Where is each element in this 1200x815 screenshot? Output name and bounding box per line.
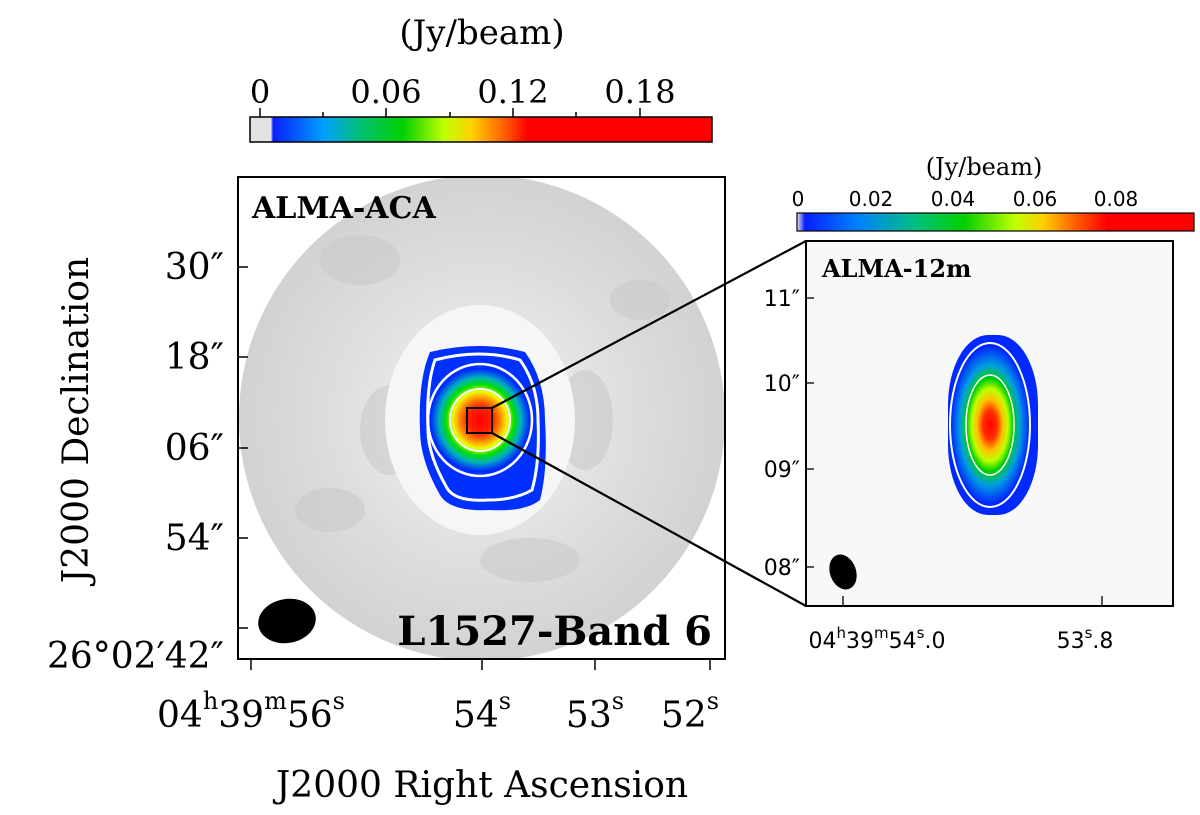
zoom-line-top xyxy=(491,240,807,409)
inset-panel-label: ALMA-12m xyxy=(821,254,971,283)
inset-dec-tick-0: 11″ xyxy=(764,287,800,312)
main-ylabel: J2000 Declination xyxy=(56,257,97,587)
main-ra-tick-labels: 04h39m56s 54s 53s 52s xyxy=(157,687,719,736)
inset-contour-outer xyxy=(949,342,1031,508)
inset-dec-tick-3: 08″ xyxy=(764,556,800,581)
dec-tick-2: 06″ xyxy=(165,428,224,469)
zoom-box xyxy=(466,407,493,434)
main-xlabel: J2000 Right Ascension xyxy=(272,765,688,806)
colorbar-tick-0: 0 xyxy=(250,73,270,111)
inset-colorbar-unit: (Jy/beam) xyxy=(926,153,1043,181)
beam-ellipse xyxy=(258,598,316,644)
inset-dec-tick-labels: 11″ 10″ 09″ 08″ xyxy=(764,287,800,581)
colorbar xyxy=(249,116,713,143)
inset-colorbar-tick-2: 0.04 xyxy=(931,187,976,211)
dec-tick-3: 54″ xyxy=(165,518,224,559)
inset-map xyxy=(806,241,1173,606)
colorbar-tick-3: 0.18 xyxy=(604,73,675,111)
dec-tick-1: 18″ xyxy=(165,337,224,378)
inset-axis-ticks xyxy=(806,297,1103,606)
contour-inner xyxy=(426,362,534,478)
inset-colorbar-tick-4: 0.08 xyxy=(1094,187,1139,211)
inset-beam-ellipse xyxy=(829,554,857,590)
main-axis-ticks xyxy=(238,266,711,670)
dec-tick-0: 30″ xyxy=(165,247,224,288)
main-dec-tick-labels: 30″ 18″ 06″ 54″ 26°02′42″ xyxy=(47,247,224,677)
ra-tick-2: 53s xyxy=(566,687,624,736)
colorbar-ticks xyxy=(259,108,641,117)
inset-colorbar-tick-labels: 0 0.02 0.04 0.06 0.08 xyxy=(792,187,1139,211)
inset-colorbar-tick-0: 0 xyxy=(792,187,805,211)
inset-colorbar-tick-1: 0.02 xyxy=(849,187,894,211)
inset-panel-frame xyxy=(805,240,1174,607)
colorbar-unit: (Jy/beam) xyxy=(399,13,564,53)
inset-ra-tick-0: 04h39m54s.0 xyxy=(809,624,946,654)
inset-colorbar xyxy=(796,212,1195,232)
main-panel-label: ALMA-ACA xyxy=(251,191,436,226)
ra-tick-1: 54s xyxy=(453,687,511,736)
colorbar-tick-labels: 0 0.06 0.12 0.18 xyxy=(250,73,676,111)
ra-tick-3: 52s xyxy=(661,687,719,736)
main-map xyxy=(238,177,725,659)
colorbar-tick-2: 0.12 xyxy=(477,73,548,111)
inset-contour-inner xyxy=(965,374,1015,476)
inset-colorbar-tick-3: 0.06 xyxy=(1013,187,1058,211)
inset-dec-tick-1: 10″ xyxy=(764,372,800,397)
main-panel-title: L1527-Band 6 xyxy=(397,608,712,655)
inset-ra-tick-1: 53s.8 xyxy=(1057,624,1114,654)
ra-tick-0: 04h39m56s xyxy=(157,687,345,736)
zoom-line-bottom xyxy=(491,432,807,607)
inset-ra-tick-labels: 04h39m54s.0 53s.8 xyxy=(809,624,1114,654)
colorbar-tick-1: 0.06 xyxy=(350,73,421,111)
dec-tick-4: 26°02′42″ xyxy=(47,636,224,677)
inset-dec-tick-2: 09″ xyxy=(764,458,800,483)
